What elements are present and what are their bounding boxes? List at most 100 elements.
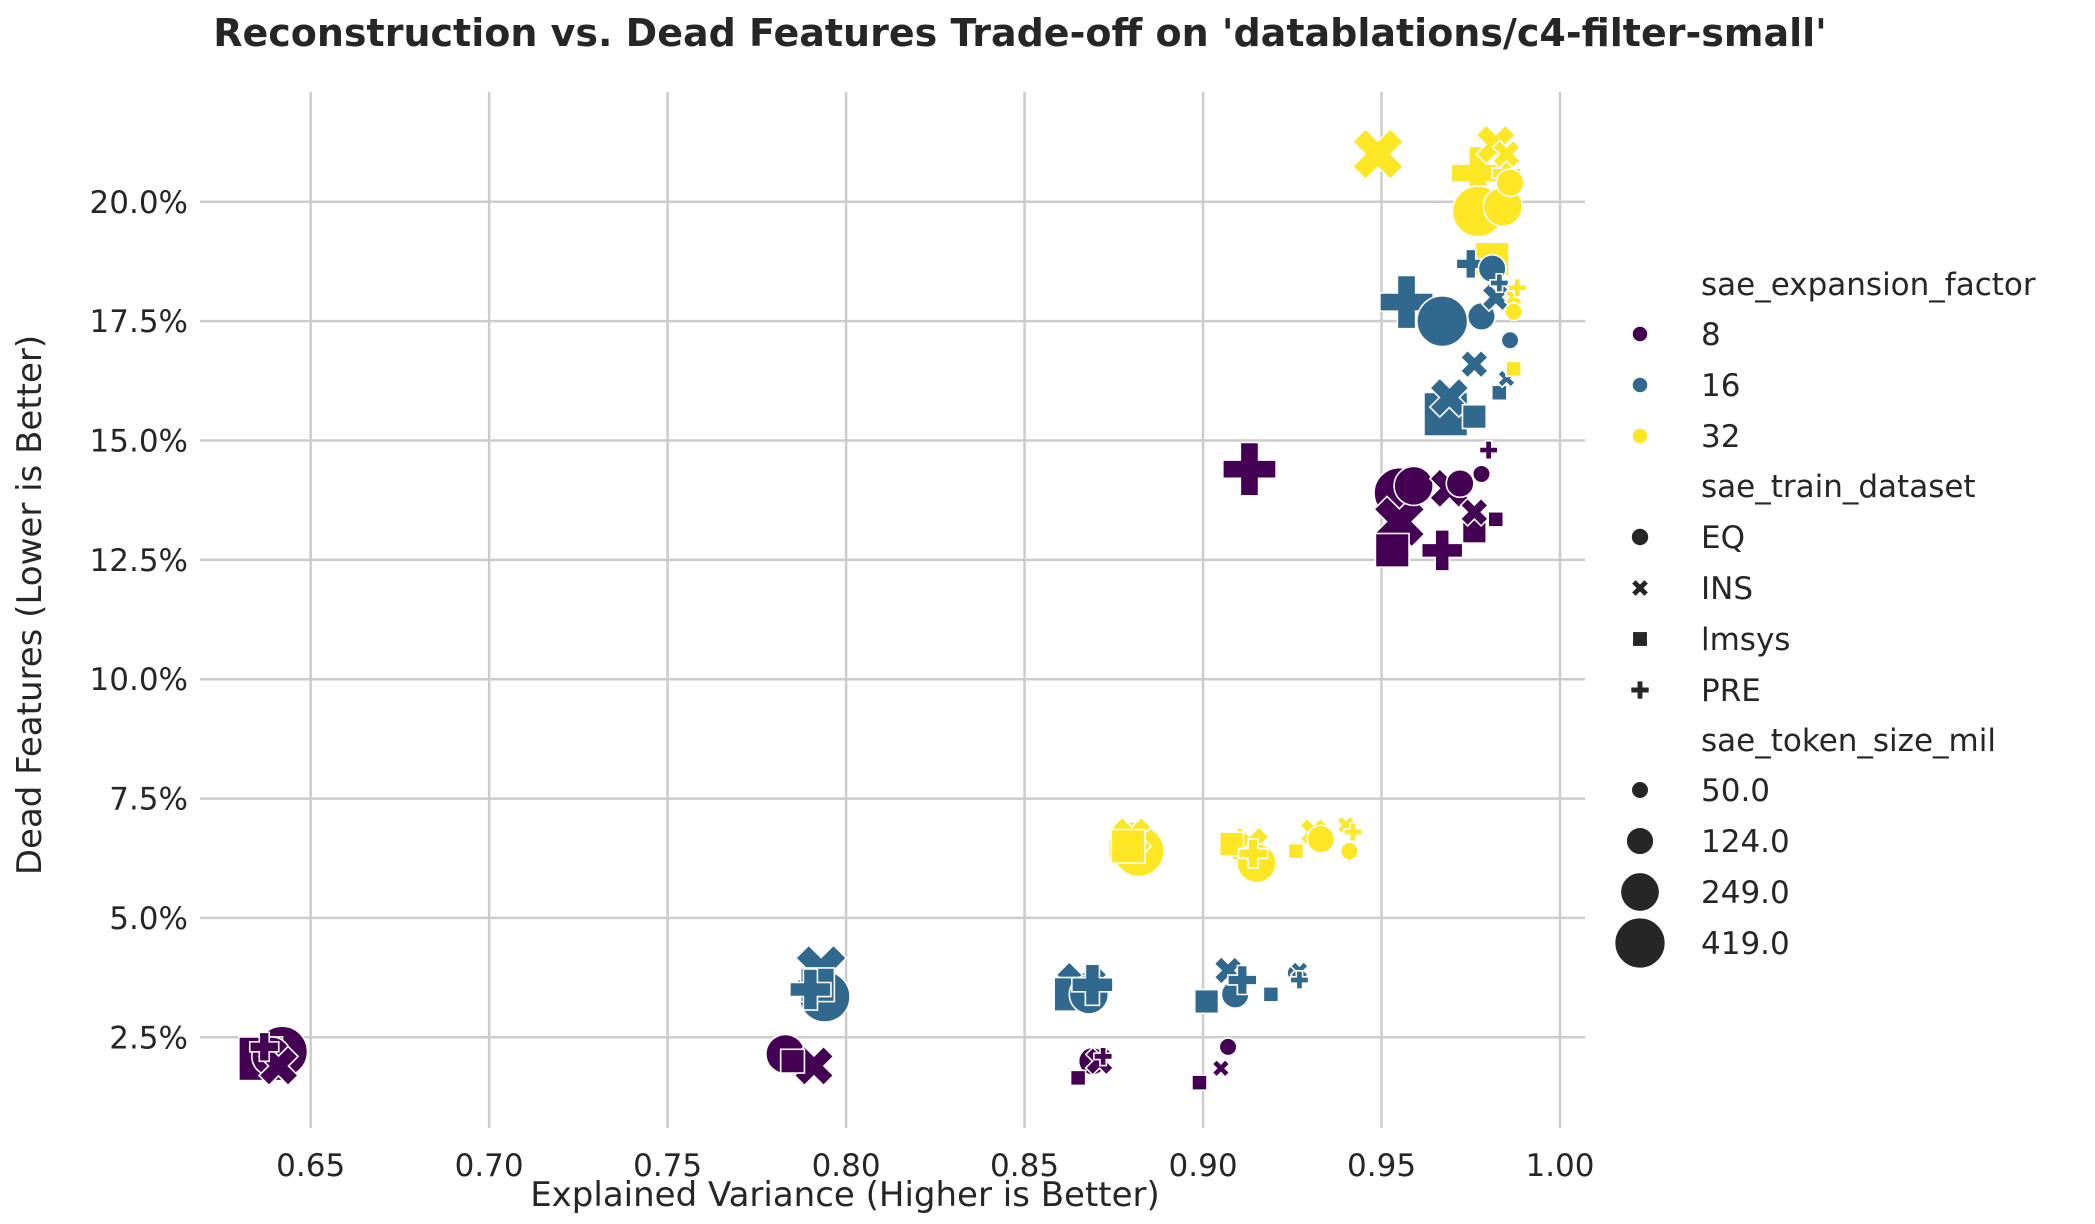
data-point-shape [1212, 1060, 1229, 1077]
data-point [1223, 443, 1276, 496]
data-point-shape [1223, 443, 1276, 496]
y-tick-label: 7.5% [109, 782, 188, 818]
x-tick-label: 0.65 [276, 1148, 345, 1184]
chart-title: Reconstruction vs. Dead Features Trade-o… [213, 11, 1827, 55]
x-tick-label: 0.95 [1347, 1148, 1416, 1184]
data-point-shape [1341, 842, 1359, 860]
data-point [1341, 842, 1359, 860]
legend-size-marker [1631, 781, 1649, 799]
data-point [1212, 1060, 1229, 1077]
data-point [1071, 1070, 1086, 1085]
data-point [1394, 466, 1433, 505]
data-point [1192, 1075, 1207, 1090]
data-point-shape [1496, 169, 1524, 197]
data-point [1492, 385, 1507, 400]
y-tick-label: 20.0% [90, 185, 188, 221]
data-point-shape [1195, 990, 1219, 1014]
data-point [1462, 405, 1486, 429]
y-tick-label: 5.0% [109, 901, 188, 937]
legend-style-marker-shape [1632, 631, 1647, 646]
data-point [1195, 990, 1219, 1014]
legend-style-label: lmsys [1701, 622, 1790, 658]
data-point [1263, 987, 1278, 1002]
legend-style-label: EQ [1701, 520, 1745, 556]
data-point-shape [1461, 350, 1489, 378]
data-point [1288, 844, 1303, 859]
data-point-shape [1422, 530, 1463, 571]
grid [200, 92, 1585, 1128]
data-point-shape [1111, 829, 1145, 863]
x-tick-label: 0.90 [1169, 1148, 1238, 1184]
data-point-shape [1263, 987, 1278, 1002]
legend-style-marker [1631, 528, 1649, 546]
data-point [1501, 331, 1519, 349]
legend-size-label: 419.0 [1701, 926, 1790, 962]
data-point-shape [1501, 331, 1519, 349]
data-point-shape [1473, 465, 1491, 483]
y-tick-label: 2.5% [109, 1020, 188, 1056]
legend-hue-label: 32 [1701, 419, 1740, 455]
legend-style-label: PRE [1701, 673, 1761, 709]
y-tick-labels: 2.5% 5.0% 7.5% 10.0% 12.5% 15.0% 17.5% 20.0% [90, 185, 188, 1056]
data-point [1473, 465, 1491, 483]
legend-size-marker [1615, 918, 1666, 969]
legend-hue-label: 8 [1701, 317, 1721, 353]
data-point [1111, 829, 1145, 863]
data-points [239, 125, 1527, 1090]
legend-style-marker-shape [1631, 579, 1649, 597]
legend-style-marker [1631, 681, 1650, 700]
data-point [1307, 825, 1335, 853]
legend-size-marker [1620, 872, 1659, 911]
data-point [1422, 530, 1463, 571]
data-point-shape [781, 1049, 805, 1073]
data-point [1479, 441, 1497, 459]
data-point [1461, 350, 1489, 378]
legend-hue-marker [1632, 326, 1648, 342]
y-tick-label: 12.5% [90, 543, 188, 579]
data-point-shape [1071, 1070, 1086, 1085]
data-point-shape [1375, 533, 1409, 567]
legend-title-train-dataset: sae_train_dataset [1701, 469, 1976, 505]
x-axis-label: Explained Variance (Higher is Better) [530, 1175, 1160, 1215]
legend-style-marker-shape [1631, 681, 1650, 700]
legend-size-marker [1626, 827, 1654, 855]
legend-style-marker-shape [1631, 528, 1649, 546]
legend-hue-marker [1632, 428, 1648, 444]
data-point-shape [1417, 296, 1468, 347]
data-point-shape [1288, 844, 1303, 859]
legend: sae_expansion_factor sae_train_dataset s… [1615, 267, 2036, 968]
y-axis-label: Dead Features (Lower is Better) [10, 335, 50, 875]
data-point [1353, 129, 1404, 180]
x-tick-label: 1.00 [1525, 1148, 1594, 1184]
data-point-shape [1505, 303, 1523, 321]
data-point-shape [1394, 466, 1433, 505]
y-tick-label: 15.0% [90, 424, 188, 460]
y-tick-label: 17.5% [90, 304, 188, 340]
legend-title-expansion-factor: sae_expansion_factor [1701, 267, 2036, 303]
data-point [1505, 303, 1523, 321]
legend-items: 8 16 32 EQ INS lmsys PRE 50.0 124.0 249.0 419.0 [1615, 317, 1791, 968]
data-point-shape [1506, 361, 1521, 376]
data-point-shape [1307, 825, 1335, 853]
data-point [1506, 361, 1521, 376]
data-point-shape [1488, 512, 1503, 527]
legend-style-label: INS [1701, 571, 1753, 607]
data-point [1446, 470, 1474, 498]
data-point [781, 1049, 805, 1073]
data-point-shape [1353, 129, 1404, 180]
data-point-shape [1219, 1038, 1237, 1056]
data-point [1496, 169, 1524, 197]
legend-style-marker [1631, 579, 1649, 597]
legend-title-token-size: sae_token_size_mil [1701, 723, 1996, 759]
legend-hue-label: 16 [1701, 368, 1740, 404]
x-tick-label: 0.70 [455, 1148, 524, 1184]
legend-size-label: 50.0 [1701, 773, 1770, 809]
data-point [1417, 296, 1468, 347]
legend-size-label: 124.0 [1701, 824, 1790, 860]
data-point [1219, 1038, 1237, 1056]
y-tick-label: 10.0% [90, 662, 188, 698]
data-point-shape [1462, 405, 1486, 429]
legend-size-label: 249.0 [1701, 875, 1790, 911]
data-point [1375, 533, 1409, 567]
